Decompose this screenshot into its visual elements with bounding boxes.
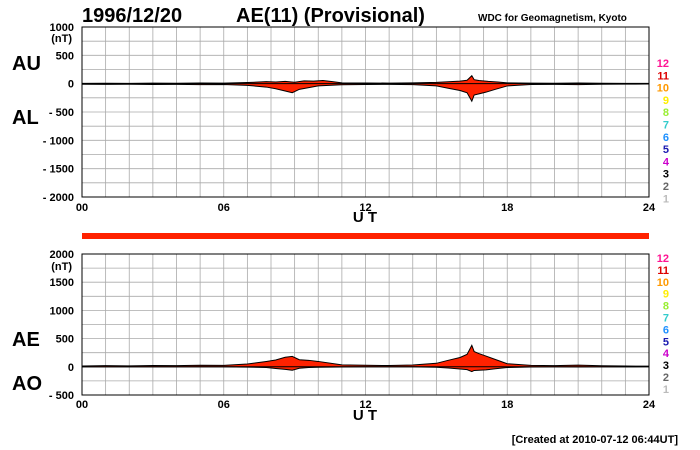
created-timestamp: [Created at 2010-07-12 06:44UT] bbox=[512, 434, 679, 446]
x-tick-label: 18 bbox=[501, 399, 513, 411]
station-label: 10 bbox=[657, 83, 669, 95]
station-label: 11 bbox=[657, 265, 669, 277]
y-tick-label: 0 bbox=[68, 362, 74, 374]
x-axis-label-au-al: U T bbox=[353, 209, 377, 226]
yticks-ae-ao: 2000 1500 1000 500 0 - 500 bbox=[49, 249, 74, 402]
area-fill bbox=[82, 345, 649, 372]
station-label: 12 bbox=[657, 58, 669, 70]
y-tick-label: 500 bbox=[56, 334, 74, 346]
y-tick-label: 1500 bbox=[50, 277, 74, 289]
activity-bar bbox=[82, 233, 649, 239]
series-line-al bbox=[81, 83, 650, 103]
station-label: 2 bbox=[663, 181, 669, 193]
x-tick-label: 06 bbox=[218, 399, 230, 411]
series-line-ae bbox=[81, 344, 650, 367]
y-tick-label: 1000 bbox=[50, 22, 74, 34]
y-tick-label: 500 bbox=[56, 50, 74, 62]
series-label-ae: AE bbox=[12, 329, 40, 351]
x-tick-label: 12 bbox=[359, 399, 371, 411]
fill-ae-ao bbox=[81, 344, 650, 373]
station-label: 2 bbox=[663, 372, 669, 384]
y-tick-label: - 1000 bbox=[43, 135, 74, 147]
station-label: 6 bbox=[663, 324, 669, 336]
xticks-au-al: 00 06 12 18 24 bbox=[76, 202, 656, 214]
unit-label-ae-ao: (nT) bbox=[51, 261, 72, 273]
station-label: 1 bbox=[663, 384, 669, 396]
x-tick-label: 06 bbox=[218, 202, 230, 214]
station-label: 8 bbox=[663, 107, 669, 119]
station-label: 4 bbox=[663, 156, 670, 168]
station-label: 4 bbox=[663, 348, 670, 360]
x-tick-label: 00 bbox=[76, 399, 88, 411]
x-tick-label: 12 bbox=[359, 202, 371, 214]
y-tick-label: - 1500 bbox=[43, 164, 74, 176]
grid-au-al bbox=[82, 27, 649, 197]
index-title: AE(11) (Provisional) bbox=[236, 5, 425, 27]
station-label: 9 bbox=[663, 289, 669, 301]
frame-ae-ao bbox=[81, 253, 650, 396]
station-label: 5 bbox=[663, 336, 669, 348]
station-label: 7 bbox=[663, 120, 669, 132]
station-label: 7 bbox=[663, 313, 669, 325]
station-label: 5 bbox=[663, 144, 669, 156]
x-tick-label: 24 bbox=[643, 202, 656, 214]
station-label: 11 bbox=[657, 70, 669, 82]
y-tick-label: - 500 bbox=[49, 107, 74, 119]
y-tick-label: 0 bbox=[68, 79, 74, 91]
series-label-au: AU bbox=[12, 53, 41, 75]
date-title: 1996/12/20 bbox=[82, 5, 182, 27]
station-label: 1 bbox=[663, 193, 669, 205]
source-label: WDC for Geomagnetism, Kyoto bbox=[478, 13, 627, 24]
station-label: 3 bbox=[663, 360, 669, 372]
x-axis-label-ae-ao: U T bbox=[353, 407, 377, 424]
plot-frame bbox=[81, 253, 650, 396]
station-label: 12 bbox=[657, 253, 669, 265]
station-label: 9 bbox=[663, 95, 669, 107]
plot-frame bbox=[81, 26, 650, 198]
yticks-au-al: 1000 500 0 - 500 - 1000 - 1500 - 2000 bbox=[43, 22, 74, 204]
y-tick-label: - 500 bbox=[49, 390, 74, 402]
fill-au-al bbox=[81, 74, 650, 103]
xticks-ae-ao: 00 06 12 18 24 bbox=[76, 399, 656, 411]
station-label: 6 bbox=[663, 132, 669, 144]
x-tick-label: 00 bbox=[76, 202, 88, 214]
grid-ae-ao bbox=[82, 254, 649, 395]
station-label: 10 bbox=[657, 277, 669, 289]
unit-label-au-al: (nT) bbox=[51, 33, 72, 45]
series-label-ao: AO bbox=[12, 373, 42, 395]
y-tick-label: 2000 bbox=[50, 249, 74, 261]
series-line-au bbox=[81, 74, 650, 84]
x-tick-label: 18 bbox=[501, 202, 513, 214]
y-tick-label: 1000 bbox=[50, 305, 74, 317]
station-label: 8 bbox=[663, 301, 669, 313]
station-label: 3 bbox=[663, 169, 669, 181]
y-tick-label: - 2000 bbox=[43, 192, 74, 204]
x-tick-label: 24 bbox=[643, 399, 656, 411]
series-label-al: AL bbox=[12, 107, 39, 129]
frame-au-al bbox=[81, 26, 650, 198]
